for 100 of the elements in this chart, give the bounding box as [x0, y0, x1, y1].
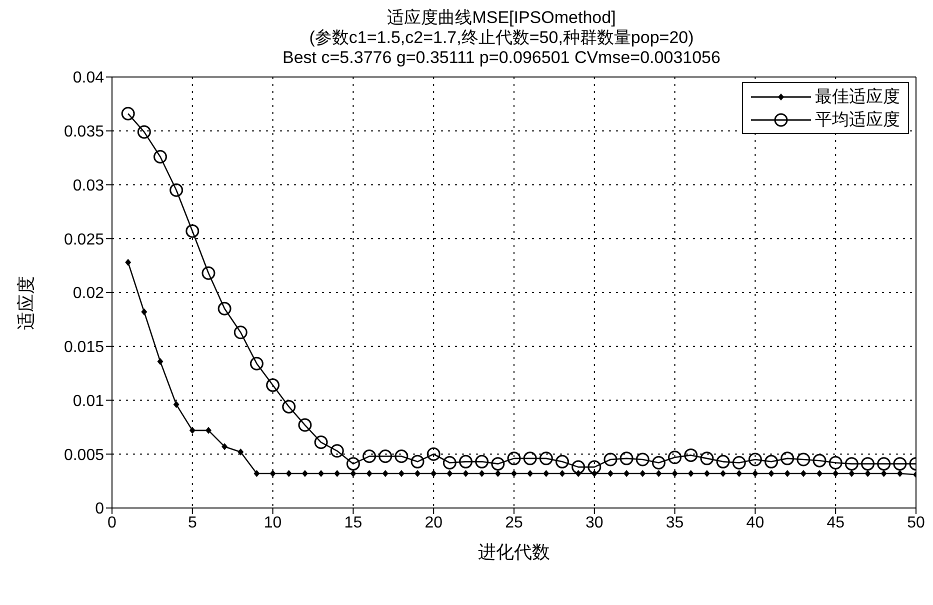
x-tick-label: 15 — [344, 514, 362, 532]
point — [844, 457, 858, 471]
point — [636, 452, 650, 466]
point — [202, 266, 216, 280]
point — [350, 470, 356, 478]
x-tick-label: 45 — [826, 514, 845, 532]
point — [378, 450, 392, 464]
point — [382, 470, 388, 478]
point — [672, 470, 678, 478]
point — [640, 470, 646, 478]
point — [780, 452, 794, 466]
point — [523, 452, 537, 466]
x-tick-label: 0 — [108, 514, 117, 532]
point — [250, 356, 264, 370]
point — [346, 457, 360, 471]
text: Best c=5.3776 g=0.35111 p=0.096501 CVmse=0.0031056 — [282, 48, 722, 68]
point — [893, 457, 907, 471]
point — [656, 470, 662, 478]
x-tick-label: 40 — [746, 514, 764, 532]
x-tick-label: 20 — [424, 514, 443, 532]
point — [607, 470, 614, 478]
point — [848, 470, 855, 478]
point — [426, 447, 440, 461]
y-tick-label: 0.03 — [72, 177, 104, 194]
point — [478, 470, 485, 478]
y-axis-title: 适应度 — [15, 276, 37, 330]
point — [254, 470, 260, 478]
point — [624, 470, 630, 478]
point — [812, 454, 826, 468]
point — [394, 450, 408, 464]
point — [684, 448, 698, 462]
legend-label: 平均适应度 — [815, 109, 900, 131]
point — [442, 456, 456, 470]
point — [430, 470, 437, 478]
y-tick-label: 0 — [95, 500, 104, 518]
point — [362, 450, 376, 464]
x-axis-title: 进化代数 — [478, 542, 550, 562]
point — [764, 454, 778, 468]
point — [234, 326, 248, 340]
point — [877, 457, 891, 471]
point — [189, 426, 196, 434]
point — [459, 454, 473, 468]
point — [507, 452, 521, 466]
legend-label: 最佳适应度 — [815, 86, 900, 108]
point — [494, 470, 501, 478]
point — [170, 183, 184, 197]
y-tick-label: 0.025 — [64, 231, 104, 248]
x-tick-label: 35 — [666, 514, 684, 532]
point — [218, 302, 232, 316]
point — [121, 106, 135, 120]
point — [282, 400, 296, 414]
point — [410, 454, 424, 468]
y-tick-label: 0.02 — [72, 285, 104, 302]
point — [446, 470, 453, 478]
point — [559, 470, 566, 478]
y-tick-label: 0.015 — [64, 339, 104, 356]
point — [572, 460, 586, 474]
point — [543, 470, 550, 478]
point — [286, 470, 292, 478]
point — [330, 444, 344, 458]
point — [748, 452, 762, 466]
point — [366, 470, 372, 478]
y-tick-label: 0.01 — [72, 392, 104, 410]
point — [832, 470, 839, 478]
y-tick-label: 0.005 — [64, 446, 104, 464]
point — [475, 454, 489, 468]
point — [700, 452, 714, 466]
point — [302, 470, 308, 478]
point — [266, 378, 280, 392]
point — [527, 470, 534, 478]
chart-title: 适应度曲线MSE[IPSOmethod] — [386, 8, 617, 28]
x-tick-label: 25 — [505, 514, 523, 532]
y-tick-label: 0.04 — [72, 70, 104, 87]
point — [752, 470, 758, 478]
x-tick-label: 10 — [264, 514, 282, 532]
point — [816, 470, 823, 478]
point — [398, 470, 404, 478]
point — [157, 358, 164, 365]
point — [539, 452, 553, 466]
point — [298, 418, 312, 432]
point — [784, 470, 790, 478]
point — [796, 452, 810, 466]
point — [704, 470, 710, 478]
point — [864, 470, 871, 478]
point — [736, 470, 742, 478]
point — [880, 470, 887, 478]
point — [861, 457, 875, 471]
point — [462, 470, 469, 478]
point — [186, 224, 200, 238]
point — [732, 456, 746, 470]
point — [896, 470, 903, 478]
point — [125, 258, 132, 266]
point — [238, 448, 244, 456]
point — [137, 125, 151, 139]
point — [688, 470, 694, 478]
point — [716, 454, 730, 468]
point — [800, 470, 806, 478]
x-tick-label: 30 — [586, 514, 604, 532]
point — [768, 470, 774, 478]
point — [141, 308, 148, 316]
